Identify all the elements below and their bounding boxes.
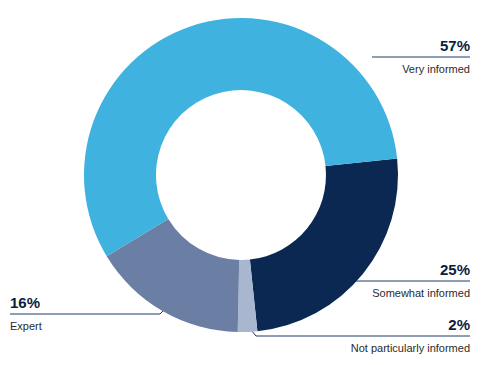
- svg-text:16%: 16%: [10, 294, 40, 311]
- svg-text:Not particularly informed: Not particularly informed: [351, 342, 470, 354]
- svg-text:25%: 25%: [440, 261, 470, 278]
- svg-text:57%: 57%: [440, 37, 470, 54]
- svg-text:Somewhat informed: Somewhat informed: [372, 287, 470, 299]
- svg-text:2%: 2%: [448, 316, 470, 333]
- svg-text:Very informed: Very informed: [402, 63, 470, 75]
- svg-text:Expert: Expert: [10, 320, 42, 332]
